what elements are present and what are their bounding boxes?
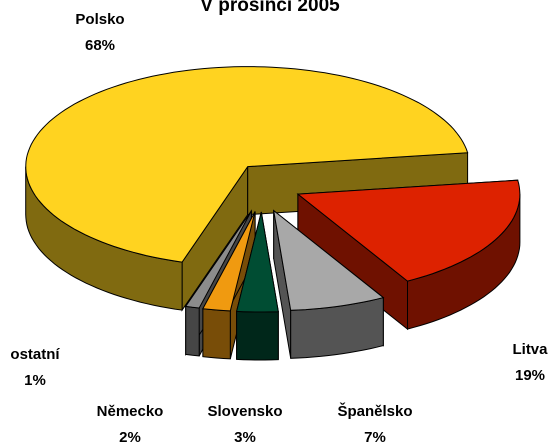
slice-top	[184, 210, 252, 309]
pie-slice	[272, 209, 385, 359]
slice-top	[25, 66, 469, 263]
slice-label: Španělsko	[337, 402, 412, 420]
slice-top	[296, 179, 521, 282]
pie-slice	[296, 179, 521, 331]
slice-value-label: 19%	[515, 367, 545, 384]
slice-value-label: 1%	[24, 372, 46, 389]
labels: Litva 19% Španělsko 7% Slovensko 3% Německo 2% o…	[10, 11, 548, 445]
slice-top	[202, 211, 256, 312]
pie-slice	[235, 211, 279, 361]
slice-label: Polsko	[75, 11, 124, 28]
slice-top	[235, 211, 279, 313]
slice-label: Slovensko	[207, 403, 282, 420]
slice-value-label: 7%	[364, 429, 386, 445]
slice-side	[236, 310, 279, 361]
slice-side	[202, 308, 231, 360]
chart-title: V prosinci 2005	[200, 0, 340, 16]
slice-value-label: 2%	[119, 429, 141, 445]
slice-value-label: 68%	[85, 37, 115, 54]
pie	[25, 66, 521, 361]
slice-top	[272, 209, 385, 311]
slice-side	[185, 305, 200, 357]
slice-label: Německo	[97, 403, 164, 420]
slice-label: Litva	[512, 341, 548, 358]
slice-label: ostatní	[10, 346, 60, 363]
slice-value-label: 3%	[234, 429, 256, 445]
